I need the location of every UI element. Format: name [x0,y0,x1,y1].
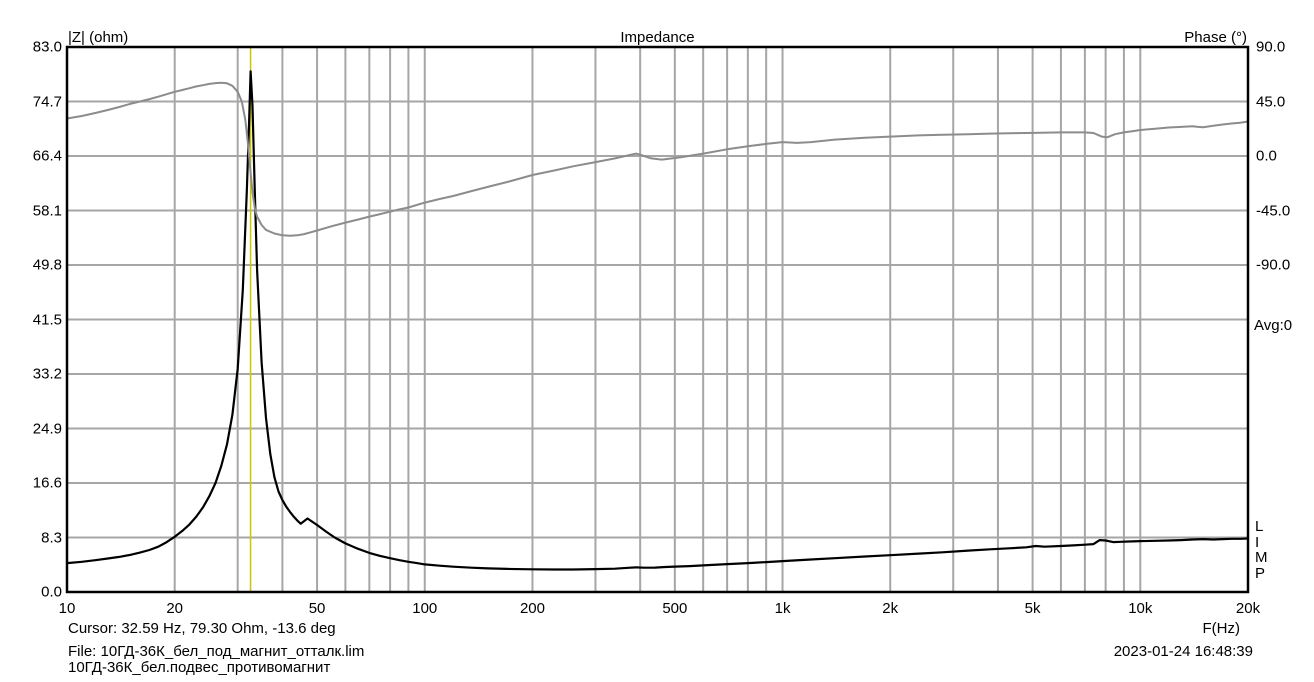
x-tick-label: 5k [1024,600,1041,617]
x-tick-label: 20k [1235,600,1261,617]
measurement-note: 10ГД-36К_бел.подвес_противомагнит [68,659,331,676]
x-axis-label: F(Hz) [1202,620,1241,637]
y-left-tick-label: 74.7 [32,93,62,110]
y-left-tick-label: 24.9 [32,420,62,437]
chart-title: Impedance [620,29,695,46]
y-right-tick-labels: 90.0 45.0 0.0 -45.0 -90.0 [1256,0,1314,682]
x-tick-label: 10k [1128,600,1153,617]
y-right-tick-label: 90.0 [1256,38,1286,56]
y-right-axis-label: Phase (°) [1184,29,1247,46]
x-tick-label: 20 [166,600,184,617]
y-left-tick-label: 49.8 [32,256,62,274]
y-right-tick-label: -45.0 [1256,202,1291,219]
impedance-magnitude-curve [65,70,1250,571]
y-left-tick-label: 66.4 [32,147,62,165]
y-right-tick-label: 0.0 [1256,147,1277,165]
y-left-tick-label: 33.2 [32,365,62,383]
file-path: File: 10ГД-36К_бел_под_магнит_отталк.lim [68,643,365,660]
y-left-tick-label: 16.6 [32,474,62,492]
cursor-readout: Cursor: 32.59 Hz, 79.30 Ohm, -13.6 deg [68,620,336,637]
y-right-tick-label: -90.0 [1256,256,1291,274]
y-left-tick-label: 58.1 [32,202,62,219]
y-left-tick-labels: 83.0 74.7 66.4 58.1 49.8 41.5 33.2 24.9 16.6 8.3 0… [0,0,62,682]
avg-readout: Avg:0 [1254,317,1293,334]
y-left-tick-label: 0.0 [41,583,62,601]
y-left-tick-label: 41.5 [32,311,62,328]
timestamp: 2023-01-24 16:48:39 [1113,643,1253,660]
phase-curve [66,81,1249,237]
x-tick-label: 1k [774,600,791,617]
x-tick-label: 200 [519,600,545,617]
x-tick-labels: 10 20 50 100 200 500 1k 2k 5k 10k 20k [0,600,1314,618]
plot-border [65,45,1250,594]
y-left-tick-label: 8.3 [41,529,62,546]
x-tick-label: 2k [882,600,899,617]
y-right-tick-label: 45.0 [1256,93,1286,110]
x-tick-label: 50 [308,600,326,617]
x-tick-label: 500 [662,600,688,617]
limp-logo: L I M P [1255,518,1268,582]
y-left-axis-label: |Z| (ohm) [68,29,129,46]
y-left-tick-label: 83.0 [32,38,62,56]
x-tick-label: 100 [412,600,438,617]
x-tick-label: 10 [58,600,76,617]
